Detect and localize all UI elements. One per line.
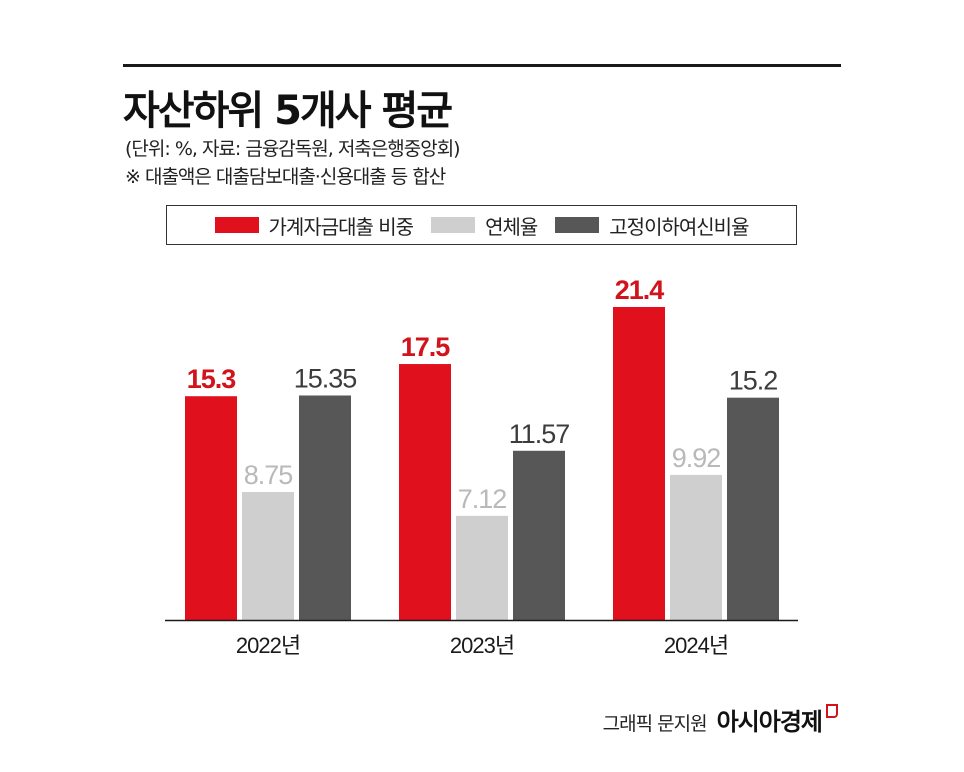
data-label-delinquency-1: 8.75 bbox=[244, 460, 293, 490]
credit-brand: 아시아경제 bbox=[716, 708, 823, 736]
x-tick-label-3: 2024년 bbox=[664, 633, 728, 658]
legend-swatch-delinquency bbox=[431, 217, 476, 233]
bar-substandard-1 bbox=[299, 395, 351, 620]
legend-item-substandard: 고정이하여신비율 bbox=[555, 211, 749, 240]
top-rule bbox=[123, 64, 841, 67]
bar-household-1 bbox=[185, 396, 237, 620]
data-label-substandard-3: 15.2 bbox=[729, 366, 778, 396]
data-label-household-1: 15.3 bbox=[187, 364, 237, 394]
bar-substandard-3 bbox=[727, 397, 779, 620]
bar-delinquency-3 bbox=[670, 474, 722, 620]
legend-swatch-substandard bbox=[555, 217, 600, 233]
bar-household-2 bbox=[399, 364, 451, 620]
bar-substandard-2 bbox=[513, 450, 565, 620]
data-label-delinquency-3: 9.92 bbox=[672, 443, 721, 473]
chart-title: 자산하위 5개사 평균 bbox=[123, 88, 453, 134]
data-label-household-3: 21.4 bbox=[615, 275, 665, 305]
data-label-substandard-2: 11.57 bbox=[509, 419, 570, 449]
legend-label-substandard: 고정이하여신비율 bbox=[609, 214, 749, 239]
x-tick-label-1: 2022년 bbox=[236, 633, 300, 658]
x-tick-label-2: 2023년 bbox=[450, 633, 514, 658]
legend: 가계자금대출 비중 연체율 고정이하여신비율 bbox=[166, 205, 797, 245]
legend-item-delinquency: 연체율 bbox=[431, 211, 538, 240]
chart-subtitle: (단위: %, 자료: 금융감독원, 저축은행중앙회) bbox=[125, 138, 461, 160]
credit-label: 그래픽 문지원 bbox=[602, 713, 708, 735]
credit: 그래픽 문지원 아시아경제 bbox=[603, 702, 844, 737]
bar-delinquency-2 bbox=[456, 515, 508, 620]
data-label-household-2: 17.5 bbox=[401, 332, 451, 362]
data-label-substandard-1: 15.35 bbox=[294, 363, 357, 393]
legend-item-household: 가계자금대출 비중 bbox=[214, 211, 415, 240]
brand-logo-icon bbox=[826, 704, 838, 718]
chart-note: ※ 대출액은 대출담보대출·신용대출 등 합산 bbox=[125, 166, 446, 188]
legend-label-household: 가계자금대출 비중 bbox=[268, 214, 415, 239]
bar-delinquency-1 bbox=[242, 492, 294, 620]
legend-swatch-household bbox=[214, 217, 259, 233]
bar-household-3 bbox=[613, 307, 665, 620]
data-label-delinquency-2: 7.12 bbox=[458, 484, 507, 514]
legend-label-delinquency: 연체율 bbox=[485, 214, 538, 239]
